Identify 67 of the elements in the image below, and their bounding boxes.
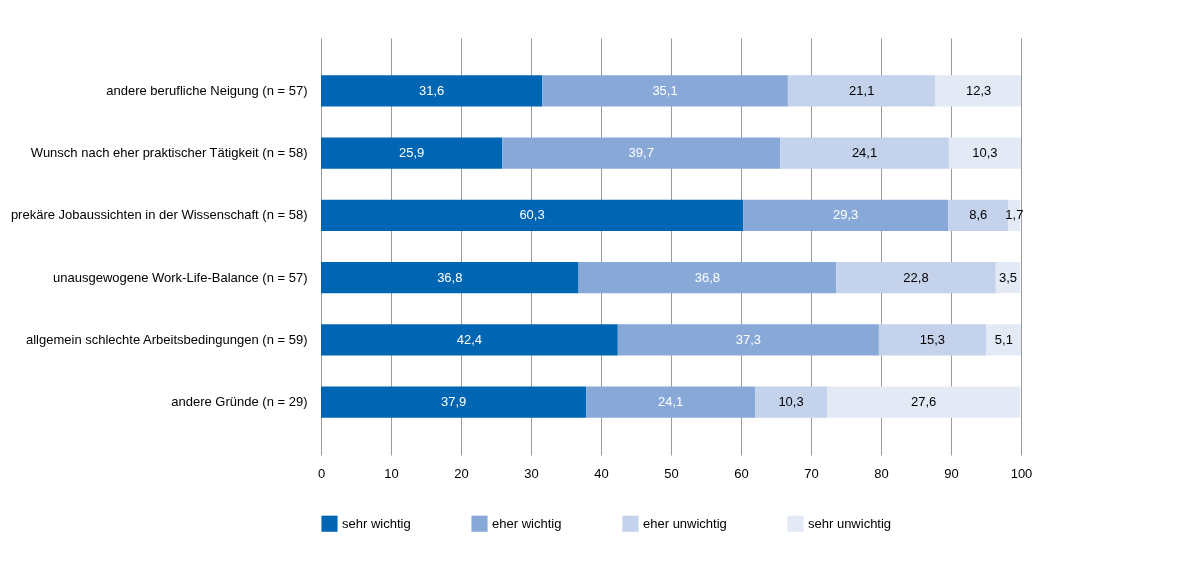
data-label: 3,5	[999, 269, 1018, 285]
bar	[755, 386, 828, 418]
bar	[743, 199, 949, 231]
bar	[617, 324, 879, 356]
bar	[586, 386, 755, 418]
bar	[948, 137, 1021, 169]
data-label: 37,9	[440, 394, 467, 410]
x-tick-label: 60	[734, 465, 749, 481]
data-label: 31,6	[418, 82, 445, 98]
x-tick-label: 90	[944, 465, 959, 481]
data-label: 27,6	[911, 394, 937, 410]
bar	[836, 262, 996, 294]
bar	[542, 75, 788, 107]
x-tick-label: 40	[594, 465, 609, 481]
data-label: 36,8	[437, 269, 463, 285]
legend-label: sehr wichtig	[342, 515, 411, 531]
x-tick-label: 80	[874, 465, 889, 481]
data-label: 37,3	[735, 331, 762, 347]
bar	[578, 262, 837, 294]
data-label: 5,1	[994, 331, 1013, 347]
data-label: 8,6	[969, 207, 988, 223]
bar	[1008, 199, 1021, 231]
bar	[878, 324, 986, 356]
data-label: 35,1	[652, 82, 678, 98]
x-tick-label: 50	[664, 465, 679, 481]
data-label: 39,7	[628, 145, 654, 161]
bar	[935, 75, 1021, 107]
data-label: 42,4	[456, 331, 483, 347]
data-label: 12,3	[965, 82, 992, 98]
bar	[321, 324, 618, 356]
y-tick-label: andere Gründe (n = 29)	[171, 394, 308, 410]
bar	[827, 386, 1021, 418]
data-label: 22,8	[903, 269, 929, 285]
x-tick-label: 100	[1010, 465, 1033, 481]
data-label: 21,1	[849, 82, 875, 98]
bar	[780, 137, 949, 169]
y-tick-label: Wunsch nach eher praktischer Tätigkeit (n = 58)	[30, 145, 308, 161]
bar	[986, 324, 1021, 356]
data-label: 24,1	[657, 394, 684, 410]
x-tick-label: 30	[524, 465, 539, 481]
x-tick-label: 70	[804, 465, 819, 481]
y-tick-label: andere berufliche Neigung (n = 57)	[106, 82, 308, 98]
bar	[321, 137, 503, 169]
data-label: 10,3	[778, 394, 804, 410]
data-label: 29,3	[832, 207, 859, 223]
data-label: 24,1	[851, 145, 878, 161]
bar	[321, 199, 744, 231]
data-label: 10,3	[972, 145, 998, 161]
y-tick-label: prekäre Jobaussichten in der Wissenschaft (n = 58)	[10, 207, 308, 223]
legend-label: sehr unwichtig	[808, 515, 892, 531]
data-label: 60,3	[519, 207, 545, 223]
data-label: 1,7	[1005, 207, 1024, 223]
y-tick-label: allgemein schlechte Arbeitsbedingungen (n = 59)	[26, 331, 308, 347]
bar	[502, 137, 781, 169]
data-label: 15,3	[919, 331, 946, 347]
bar	[787, 75, 936, 107]
bar	[321, 75, 543, 107]
x-tick-label: 20	[454, 465, 469, 481]
x-tick-label: 0	[317, 465, 326, 481]
x-tick-label: 10	[384, 465, 399, 481]
data-label: 36,8	[694, 269, 721, 285]
legend-label: eher wichtig	[492, 515, 562, 531]
y-tick-label: unausgewogene Work-Life-Balance (n = 57)	[53, 269, 308, 285]
bar	[321, 386, 587, 418]
bar	[321, 262, 579, 294]
data-label: 25,9	[398, 145, 425, 161]
legend-label: eher unwichtig	[643, 515, 727, 531]
